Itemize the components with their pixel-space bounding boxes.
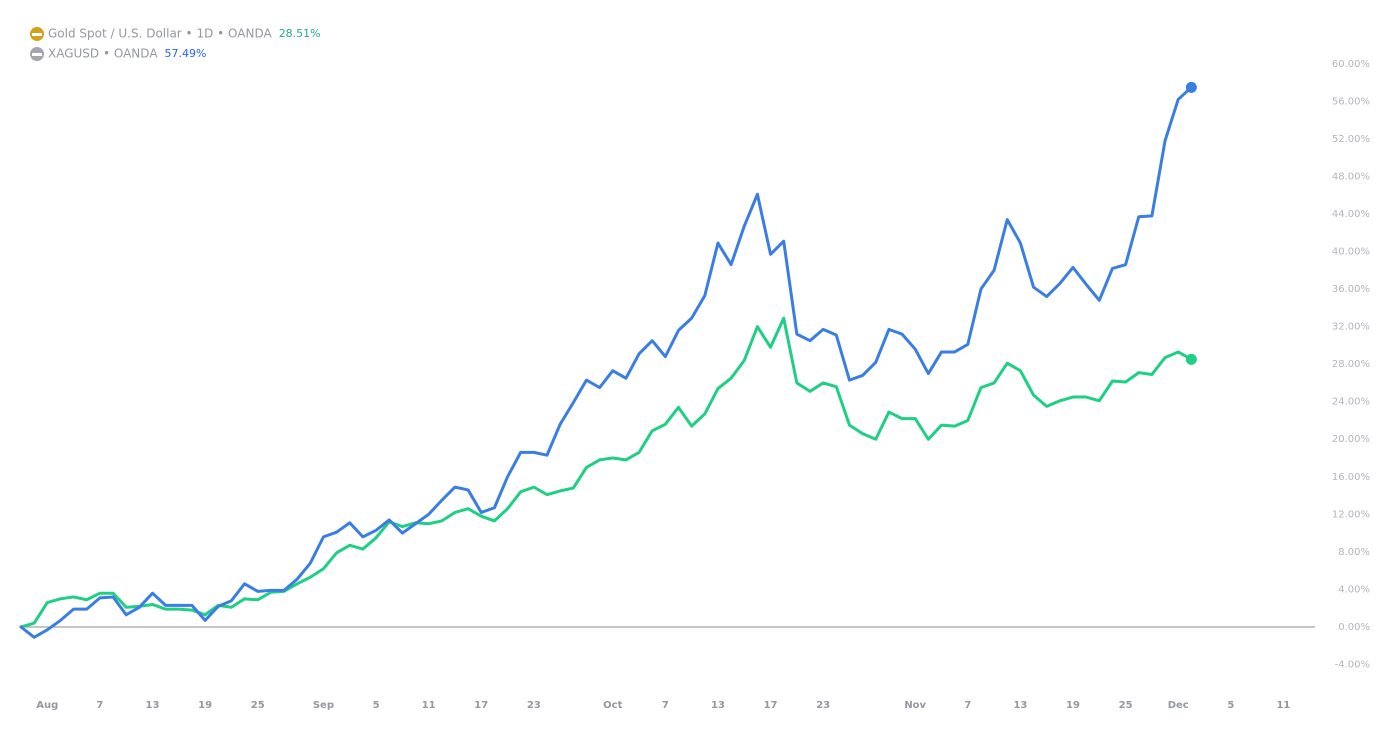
y-tick-label: 4.00% [1338,584,1370,595]
series-line [19,85,1193,639]
x-tick-label: 7 [662,700,669,711]
y-tick-label: 32.00% [1332,322,1370,333]
legend-value: 57.49% [165,47,207,60]
y-tick-label: 36.00% [1332,284,1370,295]
x-tick-label: Sep [313,700,334,711]
y-tick-label: 52.00% [1332,134,1370,145]
series-line [19,316,1193,629]
y-tick-label: 12.00% [1332,509,1370,520]
x-tick-label: Oct [603,700,622,711]
y-tick-label: 20.00% [1332,434,1370,445]
x-tick-label: 17 [764,700,778,711]
x-tick-label: 23 [527,700,541,711]
legend-value: 28.51% [279,27,321,40]
x-tick-label: Nov [904,700,926,711]
x-tick-label: 23 [816,700,830,711]
y-tick-label: 60.00% [1332,59,1370,70]
y-tick-label: 40.00% [1332,247,1370,258]
x-tick-label: Dec [1168,700,1189,711]
legend-entry: Gold Spot / U.S. Dollar • 1D • OANDA 28.5… [30,27,321,41]
y-tick-label: 8.00% [1338,547,1370,558]
x-tick-label: 25 [251,700,265,711]
x-tick-label: 11 [422,700,436,711]
legend-icon-glyph [32,33,42,36]
x-tick-label: 13 [146,700,160,711]
y-tick-label: 44.00% [1332,209,1370,220]
y-tick-label: -4.00% [1335,660,1370,671]
x-tick-label: 5 [373,700,380,711]
x-tick-label: 7 [96,700,103,711]
legend-icon-glyph [32,53,42,56]
x-tick-label: Aug [36,700,58,711]
y-tick-label: 28.00% [1332,359,1370,370]
y-tick-label: 48.00% [1332,171,1370,182]
y-tick-label: 16.00% [1332,472,1370,483]
x-tick-label: 11 [1276,700,1290,711]
legend-name: XAGUSD • OANDA [48,47,158,61]
x-tick-label: 25 [1119,700,1133,711]
legend-name: Gold Spot / U.S. Dollar • 1D • OANDA [48,27,272,41]
x-tick-label: 13 [1013,700,1027,711]
last-point [1185,81,1197,93]
x-tick-label: 19 [198,700,212,711]
y-tick-label: 24.00% [1332,397,1370,408]
x-tick-label: 13 [711,700,725,711]
y-tick-label: 56.00% [1332,96,1370,107]
x-tick-label: 5 [1227,700,1234,711]
x-tick-label: 19 [1066,700,1080,711]
x-tick-label: 17 [474,700,488,711]
x-tick-label: 7 [964,700,971,711]
last-point [1185,353,1197,365]
y-tick-label: 0.00% [1338,622,1370,633]
legend-entry: XAGUSD • OANDA 57.49% [30,47,207,61]
